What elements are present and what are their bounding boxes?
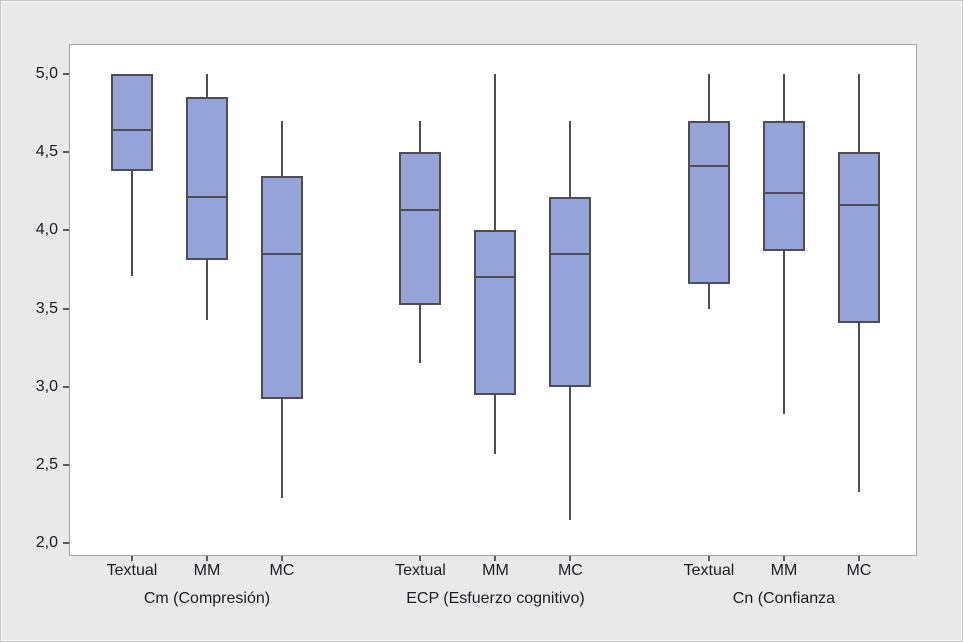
y-tick-mark [63,385,69,388]
x-category-label: Textual [683,562,735,579]
x-group-label: Cn (Confianza [732,590,836,607]
y-tick-label: 4,5 [35,143,58,161]
x-tick-mark [280,556,283,561]
y-tick-label: 2,5 [35,456,58,474]
x-category-label: Textual [395,562,446,579]
box-iqr [399,152,442,306]
x-group-label: ECP (Esfuerzo cognitivo) [406,590,585,607]
x-tick-mark [494,556,497,561]
box-median-line [837,204,880,207]
box-iqr [260,175,303,400]
y-tick-label: 4,0 [35,221,58,239]
box-iqr [837,152,880,323]
y-tick-mark [63,307,69,310]
x-tick-mark [419,556,422,561]
box-whisker [131,73,133,276]
box-median-line [260,252,303,255]
x-category-label: MC [846,562,872,579]
box-median-line [549,252,592,255]
y-tick-mark [63,151,69,154]
box-median-line [185,196,228,199]
x-tick-mark [131,556,133,561]
x-group-label: Cm (Compresión) [143,590,271,607]
box-median-line [399,208,442,211]
y-tick-mark [63,229,69,232]
box-iqr [474,230,517,395]
x-tick-mark [857,556,860,561]
y-tick-label: 5,0 [35,64,58,82]
x-category-label: MC [269,562,295,579]
box-iqr [185,97,228,261]
x-tick-mark [782,556,785,561]
y-tick-mark [63,464,69,467]
y-tick-mark [63,72,69,75]
box-median-line [111,129,153,132]
x-tick-mark [205,556,208,561]
x-category-label: MM [482,562,509,579]
y-tick-label: 2,0 [35,534,58,552]
x-category-label: MM [770,562,798,579]
box-iqr [762,120,805,251]
y-tick-label: 3,0 [35,377,58,395]
x-category-label: Textual [106,562,158,579]
box-iqr [549,197,592,387]
y-tick-mark [63,542,69,545]
box-median-line [762,191,805,194]
y-tick-label: 3,5 [35,299,58,317]
x-tick-mark [569,556,572,561]
x-tick-mark [707,556,710,561]
box-median-line [474,276,517,279]
box-iqr [687,120,730,284]
box-median-line [687,165,730,168]
x-category-label: MM [193,562,221,579]
box-iqr [111,73,153,171]
x-category-label: MC [557,562,583,579]
